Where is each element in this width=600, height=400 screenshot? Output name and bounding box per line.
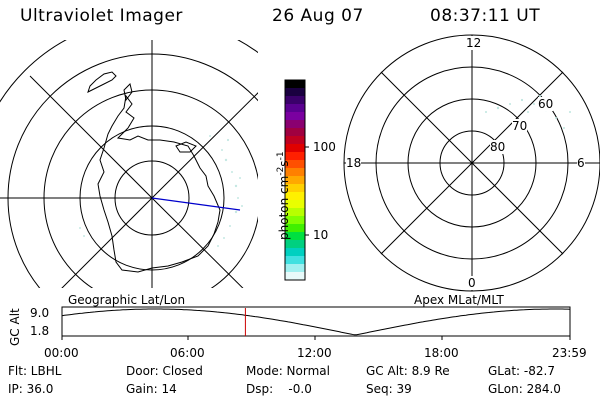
colorbar-tick-10: 10 bbox=[313, 228, 329, 242]
orbit-ytick-high: 9.0 bbox=[30, 306, 50, 320]
colorbar-swatch bbox=[285, 272, 305, 281]
info-dsp: Dsp: -0.0 bbox=[246, 382, 312, 396]
mlt-label-0: 0 bbox=[468, 276, 476, 290]
colorbar-swatch bbox=[285, 200, 305, 209]
antarctica-coastline bbox=[97, 94, 221, 273]
info-ip: IP: 36.0 bbox=[8, 382, 54, 396]
colorbar-swatch bbox=[285, 128, 305, 137]
colorbar-swatch bbox=[285, 88, 305, 97]
colorbar-swatch bbox=[285, 232, 305, 241]
lon-line bbox=[151, 92, 258, 199]
colorbar-swatch bbox=[285, 96, 305, 105]
orbit-xtick: 06:00 bbox=[170, 346, 205, 360]
colorbar-swatch bbox=[285, 256, 305, 265]
colorbar-swatch bbox=[285, 152, 305, 161]
info-glon: GLon: 284.0 bbox=[488, 382, 561, 396]
mlat-label-70: 70 bbox=[512, 119, 528, 133]
island-coastline bbox=[175, 141, 197, 153]
aurora-emission-left bbox=[79, 135, 243, 247]
info-mode: Mode: Normal bbox=[246, 364, 330, 378]
mlt-label-6: 6 bbox=[577, 156, 585, 170]
info-seq: Seq: 39 bbox=[366, 382, 412, 396]
instrument-title: Ultraviolet Imager bbox=[20, 6, 183, 26]
colorbar-swatch bbox=[285, 136, 305, 145]
orbit-ytick-low: 1.8 bbox=[30, 324, 50, 338]
right-map-label: Apex MLat/MLT bbox=[414, 293, 504, 307]
info-gc-alt: GC Alt: 8.9 Re bbox=[366, 364, 450, 378]
info-door: Door: Closed bbox=[126, 364, 203, 378]
lon-line bbox=[29, 75, 153, 199]
lon-line bbox=[151, 197, 244, 288]
mlat-label-60: 60 bbox=[538, 97, 554, 111]
meridian-line bbox=[151, 197, 241, 211]
colorbar-swatch bbox=[285, 120, 305, 129]
orbit-ylabel: GC Alt bbox=[8, 308, 22, 346]
orbit-xtick: 12:00 bbox=[297, 346, 332, 360]
colorbar-swatch bbox=[285, 248, 305, 257]
mlt-line bbox=[380, 71, 564, 255]
south-america-coastline bbox=[87, 71, 117, 93]
info-filter: Flt: LBHL bbox=[8, 364, 62, 378]
date-label: 26 Aug 07 bbox=[272, 6, 364, 26]
lon-line bbox=[61, 197, 153, 288]
info-glat: GLat: -82.7 bbox=[488, 364, 555, 378]
colorbar-swatch bbox=[285, 80, 305, 89]
mlt-label-18: 18 bbox=[346, 156, 362, 170]
orbit-xtick: 18:00 bbox=[424, 346, 459, 360]
time-label: 08:37:11 UT bbox=[430, 6, 541, 26]
colorbar-swatch bbox=[285, 160, 305, 169]
colorbar-swatch bbox=[285, 240, 305, 249]
colorbar-swatch bbox=[285, 192, 305, 201]
mlt-label-12: 12 bbox=[466, 36, 482, 50]
left-map-label: Geographic Lat/Lon bbox=[68, 293, 186, 307]
colorbar-swatch bbox=[285, 176, 305, 185]
colorbar-swatch bbox=[285, 216, 305, 225]
colorbar-swatch bbox=[285, 144, 305, 153]
colorbar-swatch bbox=[285, 184, 305, 193]
colorbar-swatch bbox=[285, 264, 305, 273]
colorbar-swatch bbox=[285, 112, 305, 121]
colorbar-swatch bbox=[285, 208, 305, 217]
mlat-label-80: 80 bbox=[490, 140, 506, 154]
altitude-curve bbox=[61, 308, 571, 336]
info-gain: Gain: 14 bbox=[126, 382, 177, 396]
colorbar-tick-100: 100 bbox=[313, 140, 336, 154]
colorbar-swatch bbox=[285, 104, 305, 113]
orbit-xtick: 23:59 bbox=[552, 346, 587, 360]
colorbar-swatch bbox=[285, 168, 305, 177]
orbit-xtick: 00:00 bbox=[44, 346, 79, 360]
color-bar bbox=[284, 79, 309, 281]
island-coastline bbox=[123, 83, 133, 102]
colorbar-swatch bbox=[285, 224, 305, 233]
